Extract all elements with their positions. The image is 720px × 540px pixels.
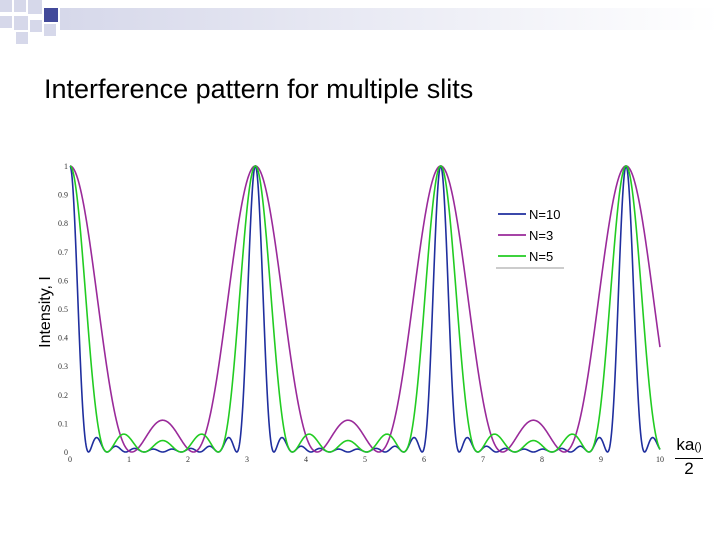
y-tick-label: 0.8 <box>58 219 68 228</box>
decoration-square <box>0 16 12 28</box>
x-tick-label: 2 <box>186 455 190 464</box>
slide-title: Interference pattern for multiple slits <box>44 74 474 104</box>
x-axis-label: ka() 2 <box>674 436 704 479</box>
x-tick-label: 6 <box>422 455 426 464</box>
y-tick-label: 0.5 <box>58 305 68 314</box>
x-tick-label: 8 <box>540 455 544 464</box>
x-tick-label: 4 <box>304 455 308 464</box>
decoration-square <box>14 16 28 30</box>
series-line-n5 <box>69 165 661 453</box>
x-tick-label: 3 <box>245 455 249 464</box>
y-tick-label: 0.3 <box>58 362 68 371</box>
decoration-square <box>30 20 42 32</box>
y-tick-label: 0.6 <box>58 276 68 285</box>
series-line-n10 <box>69 164 661 453</box>
chart-legend: N=10 N=3 N=5 <box>496 207 564 269</box>
x-tick-label: 9 <box>599 455 603 464</box>
x-tick-label: 7 <box>481 455 485 464</box>
decoration-square <box>0 0 12 12</box>
legend-label: N=5 <box>529 249 553 264</box>
decoration-square <box>28 0 42 14</box>
y-tick-label: 0.9 <box>58 191 68 200</box>
x-tick-label: 5 <box>363 455 367 464</box>
chart-lines <box>69 164 661 453</box>
y-tick-label: 1 <box>64 162 68 171</box>
legend-label: N=3 <box>529 228 553 243</box>
x-tick-label: 10 <box>656 455 664 464</box>
legend-label: N=10 <box>529 207 560 222</box>
decoration-square <box>16 32 28 44</box>
x-axis-label-denominator: 2 <box>684 459 694 478</box>
decoration-square <box>14 0 26 12</box>
y-tick-label: 0.7 <box>58 248 68 257</box>
x-tick-label: 1 <box>127 455 131 464</box>
x-axis-label-numerator: ka() <box>676 435 702 454</box>
y-tick-label: 0 <box>64 448 68 457</box>
x-tick-label: 0 <box>68 455 72 464</box>
decoration-square <box>44 8 58 22</box>
title-decoration <box>0 0 720 44</box>
decoration-bar <box>60 8 720 30</box>
series-line-n3 <box>69 165 661 453</box>
fraction-bar <box>675 458 703 459</box>
y-tick-label: 0.2 <box>58 391 68 400</box>
y-tick-label: 0.4 <box>58 334 68 343</box>
y-tick-label: 0.1 <box>58 419 68 428</box>
y-axis-label: Intensity, I <box>37 276 54 348</box>
chart-axes: 0 1 2 3 4 5 6 7 8 9 10 0 0.1 0.2 0.3 0.4 0.5 0.6 0.7 0.8 0.9… <box>58 162 664 464</box>
decoration-square <box>44 24 56 36</box>
